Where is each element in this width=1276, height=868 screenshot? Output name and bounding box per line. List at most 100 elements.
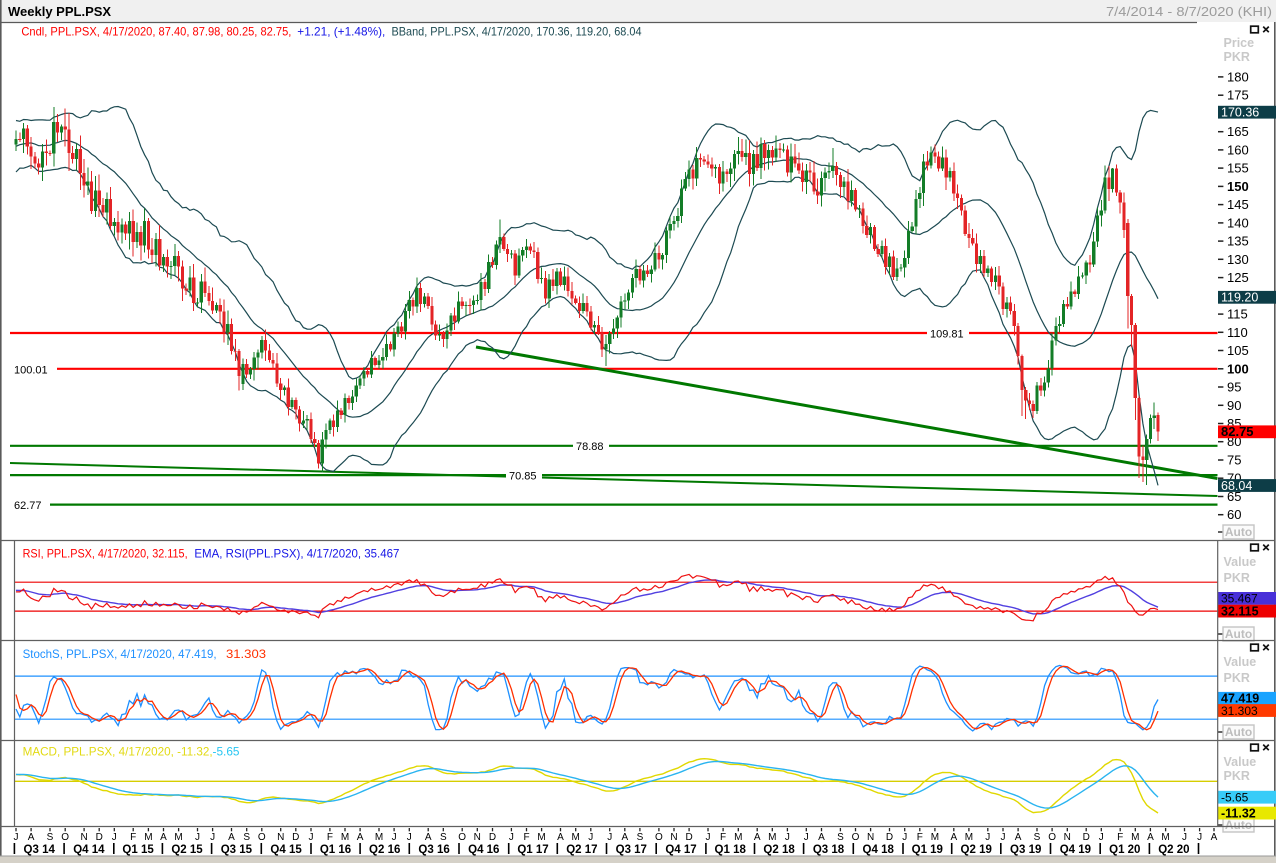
svg-text:J: J (588, 832, 593, 843)
svg-text:Q1 15: Q1 15 (122, 844, 154, 856)
svg-text:Cndl, PPL.PSX, 4/17/2020, 87.4: Cndl, PPL.PSX, 4/17/2020, 87.40, 87.98, … (21, 25, 291, 39)
svg-text:A: A (621, 832, 628, 843)
svg-text:J: J (607, 832, 612, 843)
svg-text:O: O (458, 832, 466, 843)
svg-text:M: M (341, 832, 349, 843)
svg-text:EMA, RSI(PPL.PSX), 4/17/2020,: EMA, RSI(PPL.PSX), 4/17/2020, 35.467 (194, 547, 399, 561)
svg-text:Q3 19: Q3 19 (1010, 844, 1041, 856)
svg-text:145: 145 (1227, 197, 1249, 212)
svg-text:68.04: 68.04 (1221, 479, 1252, 493)
svg-text:M: M (537, 832, 545, 843)
svg-text:M: M (1161, 832, 1169, 843)
svg-text:A: A (425, 832, 432, 843)
svg-text:105: 105 (1227, 343, 1249, 358)
svg-text:J: J (1182, 832, 1187, 843)
svg-text:Q1 19: Q1 19 (912, 844, 943, 856)
svg-text:125: 125 (1227, 270, 1249, 285)
svg-text:MACD, PPL.PSX, 4/17/2020, -11.: MACD, PPL.PSX, 4/17/2020, -11.32, (23, 745, 213, 759)
svg-text:7/4/2014 - 8/7/2020 (KHI): 7/4/2014 - 8/7/2020 (KHI) (1106, 4, 1272, 19)
svg-text:Q2 18: Q2 18 (763, 844, 795, 856)
svg-text:M: M (174, 832, 182, 843)
svg-text:95: 95 (1227, 380, 1241, 395)
svg-text:Q4 18: Q4 18 (863, 844, 895, 856)
svg-text:F: F (130, 832, 136, 843)
svg-text:F: F (327, 832, 333, 843)
svg-text:F: F (1117, 832, 1123, 843)
svg-text:170.36: 170.36 (1221, 106, 1259, 120)
svg-text:RSI, PPL.PSX, 4/17/2020, 32.11: RSI, PPL.PSX, 4/17/2020, 32.115, (23, 547, 188, 561)
svg-text:A: A (950, 832, 957, 843)
svg-text:109.81: 109.81 (930, 329, 964, 341)
svg-text:175: 175 (1227, 88, 1249, 103)
svg-text:S: S (837, 832, 844, 843)
svg-text:N: N (670, 832, 677, 843)
svg-text:J: J (804, 832, 809, 843)
svg-text:S: S (440, 832, 447, 843)
svg-text:J: J (309, 832, 314, 843)
svg-text:M: M (768, 832, 776, 843)
svg-text:+1.21, (+1.48%),: +1.21, (+1.48%), (297, 25, 385, 39)
svg-text:M: M (375, 832, 383, 843)
svg-text:M: M (734, 832, 742, 843)
svg-text:-11.32: -11.32 (1221, 806, 1256, 820)
svg-text:A: A (754, 832, 761, 843)
svg-text:60: 60 (1227, 507, 1241, 522)
svg-text:D: D (886, 832, 893, 843)
svg-text:Q3 15: Q3 15 (221, 844, 253, 856)
svg-text:A: A (228, 832, 235, 843)
svg-text:75: 75 (1227, 453, 1241, 468)
svg-text:D: D (292, 832, 299, 843)
svg-text:O: O (655, 832, 663, 843)
svg-text:90: 90 (1227, 398, 1241, 413)
svg-text:J: J (902, 832, 907, 843)
svg-text:135: 135 (1227, 234, 1249, 249)
svg-text:Q2 15: Q2 15 (171, 844, 203, 856)
svg-text:J: J (706, 832, 711, 843)
svg-text:Value: Value (1224, 755, 1257, 769)
svg-text:82.75: 82.75 (1221, 424, 1254, 439)
svg-text:Q1 16: Q1 16 (320, 844, 351, 856)
svg-text:F: F (523, 832, 529, 843)
svg-text:J: J (509, 832, 514, 843)
svg-text:119.20: 119.20 (1221, 291, 1258, 305)
svg-text:A: A (1211, 832, 1218, 843)
svg-text:Price: Price (1224, 36, 1255, 50)
svg-text:D: D (685, 832, 692, 843)
svg-text:O: O (852, 832, 860, 843)
svg-text:150: 150 (1227, 179, 1249, 194)
svg-text:J: J (1099, 832, 1104, 843)
svg-text:Q1 18: Q1 18 (715, 844, 747, 856)
svg-text:Auto: Auto (1225, 818, 1252, 832)
svg-text:A: A (1147, 832, 1154, 843)
svg-text:StochS, PPL.PSX, 4/17/2020, 47: StochS, PPL.PSX, 4/17/2020, 47.419, (23, 647, 217, 661)
svg-text:47.419: 47.419 (1221, 692, 1259, 706)
svg-text:J: J (407, 832, 412, 843)
svg-text:110: 110 (1227, 325, 1248, 340)
svg-text:78.88: 78.88 (576, 441, 604, 453)
svg-text:D: D (96, 832, 103, 843)
svg-text:31.303: 31.303 (1221, 704, 1258, 718)
svg-text:65: 65 (1227, 489, 1241, 504)
svg-text:PKR: PKR (1224, 50, 1250, 64)
svg-text:165: 165 (1227, 124, 1249, 139)
svg-text:J: J (210, 832, 215, 843)
svg-text:Q4 19: Q4 19 (1060, 844, 1091, 856)
svg-text:M: M (931, 832, 939, 843)
svg-text:O: O (258, 832, 266, 843)
svg-text:M: M (965, 832, 973, 843)
svg-text:O: O (1048, 832, 1056, 843)
svg-text:A: A (160, 832, 167, 843)
svg-text:Q3 17: Q3 17 (616, 844, 647, 856)
svg-text:S: S (1034, 832, 1041, 843)
svg-text:31.303: 31.303 (226, 647, 266, 661)
svg-text:Q2 16: Q2 16 (369, 844, 400, 856)
svg-text:N: N (80, 832, 87, 843)
svg-text:S: S (47, 832, 54, 843)
svg-text:Auto: Auto (1225, 725, 1252, 739)
svg-text:M: M (572, 832, 580, 843)
svg-text:62.77: 62.77 (14, 500, 42, 512)
svg-text:A: A (1015, 832, 1022, 843)
svg-text:180: 180 (1227, 69, 1249, 84)
svg-text:-5.65: -5.65 (1221, 791, 1249, 805)
svg-text:J: J (392, 832, 397, 843)
